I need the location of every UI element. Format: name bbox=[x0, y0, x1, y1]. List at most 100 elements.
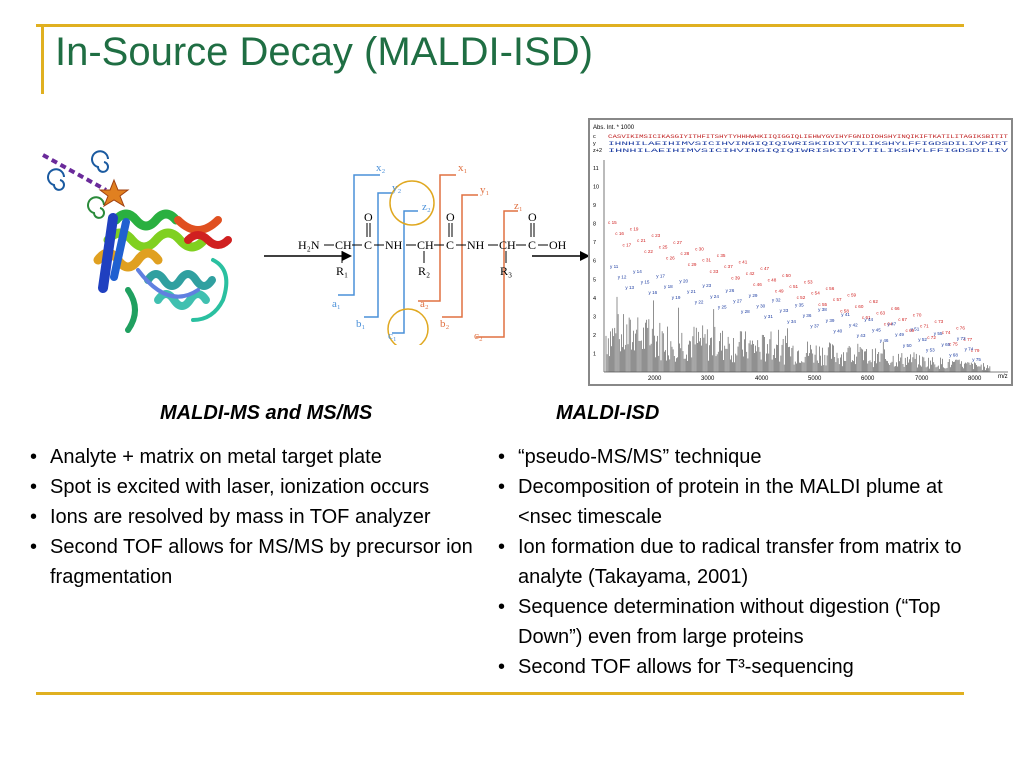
spectrum-ion-label: c 69 bbox=[906, 328, 915, 333]
spectrum-ion-labels: c 15 c 16 c 17 c 19 c 21 c 22 c 23 c 25 c 26 c 27… bbox=[608, 220, 981, 362]
top-rule bbox=[36, 24, 964, 27]
ion-label-c1: c₁ bbox=[388, 330, 397, 342]
highlight-circle-c bbox=[387, 308, 429, 345]
bullet-item: • Second TOF allows for MS/MS by precurso… bbox=[30, 532, 490, 592]
backbone-oh: OH bbox=[549, 238, 567, 252]
spectrum-ion-label: y 24 bbox=[710, 294, 719, 299]
spectrum-ion-label: y 35 bbox=[795, 302, 804, 307]
spectrum-ion-label: y 17 bbox=[656, 274, 665, 279]
spectrum-ion-label: y 44 bbox=[864, 317, 873, 322]
spectrum-ion-label: y 75 bbox=[972, 357, 981, 362]
spectrum-ion-label: y 45 bbox=[872, 327, 881, 332]
spectrum-ion-label: c 30 bbox=[695, 246, 704, 251]
spectrum-ion-label: y 22 bbox=[695, 300, 704, 305]
spectrum-ion-label: y 46 bbox=[880, 338, 889, 343]
spectrum-ion-label: y 29 bbox=[749, 293, 758, 298]
spectrum-ion-label: c 39 bbox=[731, 275, 740, 280]
spectrum-ion-label: c 17 bbox=[623, 242, 632, 247]
spectrum-ion-label: c 22 bbox=[644, 249, 653, 254]
spectrum-ion-label: y 23 bbox=[703, 283, 712, 288]
bullet-item: • “pseudo-MS/MS” technique bbox=[498, 442, 998, 472]
spectrum-x-ticks: 2000 3000 4000 5000 6000 7000 8000 bbox=[648, 376, 982, 382]
spectrum-ion-label: c 48 bbox=[768, 277, 777, 282]
spectrum-ion-label: y 19 bbox=[672, 295, 681, 300]
spectrum-y-tick: 3 bbox=[593, 314, 596, 320]
spectrum-ion-label: c 21 bbox=[637, 238, 646, 243]
spectrum-ion-label: y 42 bbox=[849, 323, 858, 328]
backbone-r1: R₁ bbox=[336, 264, 348, 278]
spectrum-ion-label: y 37 bbox=[810, 324, 819, 329]
spectrum-ion-label: c 71 bbox=[920, 324, 929, 329]
spectrum-ion-label: c 53 bbox=[804, 279, 813, 284]
bullet-dot-icon: • bbox=[30, 506, 38, 528]
spectrum-ion-label: y 26 bbox=[726, 288, 735, 293]
spectrum-ion-label: y 31 bbox=[764, 314, 773, 319]
spectrum-x-tick: 3000 bbox=[701, 376, 715, 382]
ion-label-c2: c₂ bbox=[474, 330, 483, 342]
isd-spectrum-plot: Abs. Int. * 1000 c CASVIKIMSICIKASGIYITHF… bbox=[593, 125, 1008, 382]
spectrum-ion-label: c 16 bbox=[615, 231, 624, 236]
bullet-dot-icon: • bbox=[498, 446, 506, 468]
spectrum-ion-label: c 31 bbox=[702, 258, 711, 263]
bullet-dot-icon: • bbox=[498, 536, 506, 558]
spectrum-y-tick: 2 bbox=[593, 333, 596, 339]
spectrum-ion-label: c 15 bbox=[608, 220, 617, 225]
spectrum-ion-label: y 32 bbox=[772, 298, 781, 303]
bullet-item: • Spot is excited with laser, ionization … bbox=[30, 472, 490, 502]
spectrum-ion-label: c 55 bbox=[818, 302, 827, 307]
spectrum-ion-label: y 28 bbox=[741, 309, 750, 314]
spectrum-ion-label: y 39 bbox=[826, 318, 835, 323]
spectrum-ion-label: c 64 bbox=[884, 322, 893, 327]
spectrum-ion-label: c 23 bbox=[652, 233, 661, 238]
spectrum-ion-label: y 20 bbox=[679, 278, 688, 283]
backbone-r2: R₂ bbox=[418, 264, 430, 278]
spectrum-ion-label: c 46 bbox=[753, 282, 762, 287]
spectrum-ion-label: c 74 bbox=[942, 330, 951, 335]
spectrum-ion-label: c 56 bbox=[826, 286, 835, 291]
backbone-ch2: CH bbox=[417, 238, 434, 252]
spectrum-ion-label: y 25 bbox=[718, 304, 727, 309]
backbone-r3: R₃ bbox=[500, 264, 512, 278]
isd-spectrum: Abs. Int. * 1000 c CASVIKIMSICIKASGIYITHF… bbox=[588, 118, 1013, 386]
ion-label-b1: b₁ bbox=[356, 318, 366, 330]
spectrum-ion-label: c 41 bbox=[739, 260, 748, 265]
spectrum-x-tick: 6000 bbox=[861, 376, 875, 382]
sequence-row-label: c bbox=[593, 134, 596, 140]
ion-label-y1: y₁ bbox=[480, 184, 490, 196]
spectrum-ion-label: c 33 bbox=[710, 269, 719, 274]
spectrum-ion-label: c 76 bbox=[956, 326, 965, 331]
spectrum-y-axis-title: Abs. Int. * 1000 bbox=[593, 125, 635, 131]
bullet-item: • Ion formation due to radical transfer f… bbox=[498, 532, 998, 592]
backbone-o1: O bbox=[364, 210, 373, 224]
spectrum-ion-label: c 72 bbox=[927, 335, 936, 340]
spectrum-ion-label: c 61 bbox=[862, 315, 871, 320]
spectrum-ion-label: c 59 bbox=[847, 293, 856, 298]
process-arrow-left bbox=[264, 251, 352, 261]
bullet-dot-icon: • bbox=[498, 596, 506, 618]
spectrum-ion-label: c 67 bbox=[898, 317, 907, 322]
sequence-row-label: y bbox=[593, 141, 596, 147]
spectrum-ion-label: c 37 bbox=[724, 264, 733, 269]
spectrum-ion-label: y 47 bbox=[888, 322, 897, 327]
ion-label-y2: y₂ bbox=[392, 182, 402, 194]
spectrum-ion-label: c 27 bbox=[673, 240, 682, 245]
spectrum-x-tick: 8000 bbox=[968, 376, 982, 382]
ion-label-a2: a₂ bbox=[420, 298, 429, 310]
bullet-list-maldi-ms: • Analyte + matrix on metal target plate … bbox=[30, 442, 490, 592]
spectrum-ion-label: y 36 bbox=[803, 313, 812, 318]
spectrum-ion-label: y 51 bbox=[911, 326, 920, 331]
spectrum-ion-label: y 15 bbox=[641, 279, 650, 284]
spectrum-ion-label: c 73 bbox=[935, 319, 944, 324]
ion-spiral-icon bbox=[47, 150, 109, 219]
spectrum-ion-label: y 11 bbox=[610, 264, 619, 269]
bullet-item: • Second TOF allows for T³-sequencing bbox=[498, 652, 998, 682]
spectrum-ion-label: c 75 bbox=[949, 341, 958, 346]
ion-label-b2: b₂ bbox=[440, 318, 450, 330]
spectrum-y-tick: 11 bbox=[593, 166, 599, 172]
spectrum-ion-label: c 49 bbox=[775, 289, 784, 294]
spectrum-ion-label: y 38 bbox=[818, 307, 827, 312]
spectrum-ion-label: y 74 bbox=[965, 347, 974, 352]
fragmentation-scheme: x₂ y₂ z₂ a₁ b₁ c₁ x₁ y₁ z₁ a₂ b₂ c₂ H₂N … bbox=[298, 162, 567, 345]
spectrum-ion-label: c 70 bbox=[913, 312, 922, 317]
spectrum-ion-label: y 27 bbox=[733, 299, 742, 304]
